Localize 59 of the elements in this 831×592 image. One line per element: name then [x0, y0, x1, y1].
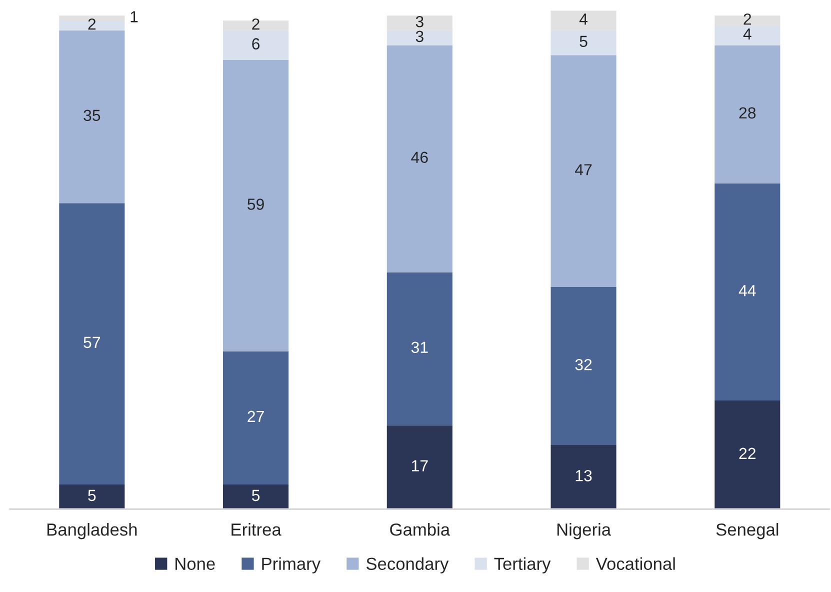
data-label: 44: [738, 285, 756, 296]
legend-label: Tertiary: [494, 557, 551, 574]
bar: [223, 30, 289, 60]
bar: [223, 20, 289, 30]
bar: [59, 203, 125, 484]
bar: [550, 444, 616, 510]
bar: [386, 425, 452, 510]
data-label: 35: [84, 110, 100, 122]
bar: [550, 55, 616, 288]
data-label: 6: [252, 38, 260, 50]
bar: [223, 60, 289, 352]
bar: [386, 45, 452, 272]
data-label: 4: [579, 14, 588, 25]
legend-label: Primary: [262, 557, 321, 574]
data-label: 59: [248, 198, 264, 210]
data-label: 57: [84, 336, 100, 348]
data-label: 47: [575, 164, 592, 176]
data-label: 1: [130, 11, 138, 22]
data-label: 27: [248, 410, 264, 422]
data-label: 4: [743, 28, 752, 40]
data-label: 17: [412, 460, 428, 472]
bar: [386, 16, 452, 30]
x-tick-label: Bangladesh: [47, 523, 137, 540]
x-tick-label: Nigeria: [557, 523, 612, 540]
legend-label: Vocational: [596, 557, 675, 570]
bar: [714, 183, 780, 401]
data-label: 3: [416, 16, 424, 28]
data-label: 2: [744, 14, 752, 25]
x-tick-label: Gambia: [390, 523, 450, 536]
bar: [59, 30, 125, 204]
x-tick-label: Senegal: [716, 523, 778, 540]
x-tick-label: Eritrea: [232, 523, 282, 536]
data-label: 2: [88, 18, 96, 30]
data-label: 5: [88, 490, 96, 502]
data-label: 46: [411, 152, 428, 163]
bar: [714, 400, 780, 510]
bar: [550, 287, 616, 445]
bar: [223, 351, 289, 484]
data-label: 31: [411, 342, 428, 354]
data-label: 5: [580, 36, 588, 48]
bar: [550, 30, 616, 56]
legend-label: None: [176, 558, 215, 570]
data-label: 28: [739, 107, 756, 119]
data-label: 22: [739, 448, 756, 459]
legend-label: Secondary: [366, 557, 449, 574]
bar: [59, 20, 125, 30]
bar: [714, 16, 780, 26]
bar: [550, 10, 616, 30]
data-label: 3: [416, 30, 424, 42]
data-label: 13: [576, 470, 592, 482]
bar: [223, 484, 289, 510]
data-label: 32: [575, 358, 592, 370]
data-label: 5: [252, 490, 260, 502]
bar: [59, 484, 125, 510]
bar: [714, 25, 780, 46]
bar: [386, 272, 452, 426]
bar: [386, 30, 452, 46]
data-label: 2: [252, 18, 260, 30]
bar: [714, 45, 780, 184]
